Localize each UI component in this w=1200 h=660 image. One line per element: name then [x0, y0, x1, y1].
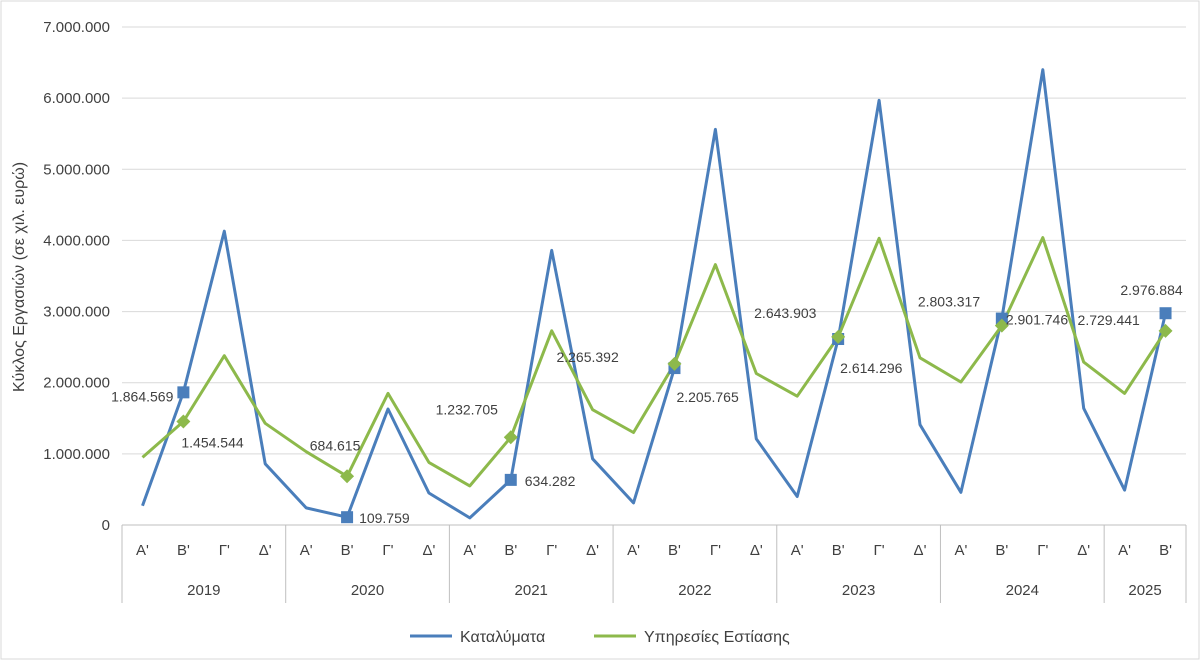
y-tick-label: 7.000.000: [43, 19, 110, 36]
year-label: 2025: [1128, 582, 1161, 599]
x-tick-label: Β': [832, 542, 845, 559]
year-label: 2022: [678, 582, 711, 599]
x-tick-label: Α': [954, 542, 967, 559]
x-tick-label: Β': [504, 542, 517, 559]
x-tick-label: Γ': [546, 542, 557, 559]
x-tick-label: Γ': [219, 542, 230, 559]
year-label: 2020: [351, 582, 384, 599]
x-tick-label: Δ': [259, 542, 272, 559]
x-tick-label: Γ': [1037, 542, 1048, 559]
data-label: 2.205.765: [676, 389, 738, 405]
y-axis-ticks: 0 1.000.000 2.000.000 3.000.000 4.000.000 5.0…: [43, 19, 110, 534]
x-tick-label: Δ': [1077, 542, 1090, 559]
y-tick-label: 6.000.000: [43, 90, 110, 107]
legend-label: Υπηρεσίες Εστίασης: [644, 629, 790, 646]
data-point-marker: [177, 386, 190, 399]
year-label: 2023: [842, 582, 875, 599]
series-lines: [141, 68, 1167, 520]
x-tick-label: Δ': [750, 542, 763, 559]
x-tick-label: Δ': [422, 542, 435, 559]
y-tick-label: 4.000.000: [43, 232, 110, 249]
year-label: 2021: [515, 582, 548, 599]
data-label: 634.282: [525, 473, 576, 489]
gridlines: [122, 26, 1186, 526]
data-label: 684.615: [310, 437, 361, 453]
x-tick-label: Β': [668, 542, 681, 559]
x-tick-label: Β': [995, 542, 1008, 559]
data-label: 2.265.392: [556, 349, 618, 365]
y-tick-label: 5.000.000: [43, 161, 110, 178]
data-label: 1.232.705: [436, 401, 498, 417]
data-point-marker: [994, 318, 1009, 333]
x-tick-label: Α': [1118, 542, 1131, 559]
x-tick-label: Α': [300, 542, 313, 559]
data-point-marker: [176, 414, 191, 429]
x-tick-label: Β': [341, 542, 354, 559]
data-label: 2.803.317: [918, 294, 980, 310]
data-label: 1.864.569: [111, 388, 173, 404]
data-point-marker: [1159, 307, 1172, 320]
x-tick-label: Δ': [914, 542, 927, 559]
year-label: 2024: [1006, 582, 1039, 599]
x-tick-label: Α': [136, 542, 149, 559]
data-point-marker: [340, 469, 355, 484]
data-point-marker: [504, 473, 517, 486]
data-point-marker: [503, 430, 518, 445]
y-tick-label: 2.000.000: [43, 375, 110, 392]
x-tick-label: Β': [177, 542, 190, 559]
legend: Καταλύματα Υπηρεσίες Εστίασης: [410, 629, 790, 646]
data-label: 1.454.544: [181, 435, 243, 451]
data-label: 2.729.441: [1078, 312, 1140, 328]
year-label: 2019: [187, 582, 220, 599]
data-label: 109.759: [359, 510, 410, 526]
data-point-marker: [995, 312, 1008, 325]
data-point-marker: [1158, 323, 1173, 338]
data-labels: 1.864.569 109.759 634.282 2.205.765 2.614.29…: [111, 282, 1183, 526]
y-tick-label: 0: [102, 517, 110, 534]
data-label: 2.643.903: [754, 305, 816, 321]
y-axis-title: Κύκλος Εργασιών (σε χιλ. ευρώ): [11, 162, 28, 392]
x-tick-label: Γ': [382, 542, 393, 559]
data-label: 2.976.884: [1120, 282, 1182, 298]
x-tick-label: Α': [627, 542, 640, 559]
x-tick-label: Γ': [710, 542, 721, 559]
data-point-marker: [341, 511, 354, 524]
series-markers: [176, 307, 1173, 524]
legend-label: Καταλύματα: [460, 629, 545, 646]
x-tick-label: Α': [791, 542, 804, 559]
y-tick-label: 3.000.000: [43, 304, 110, 321]
data-label: 2.614.296: [840, 360, 902, 376]
series-line: [141, 68, 1167, 520]
x-axis: Α' Β' Γ' Δ' 2019 Α' Β' Γ' Δ' 2020 Α' Β' Γ' Δ' 2021 Α' Β'…: [121, 524, 1187, 603]
series-line: [141, 236, 1167, 488]
data-label: 2.901.746: [1006, 312, 1068, 328]
data-point-marker: [667, 356, 682, 371]
y-tick-label: 1.000.000: [43, 446, 110, 463]
x-tick-label: Β': [1159, 542, 1172, 559]
data-point-marker: [831, 329, 846, 344]
x-tick-label: Γ': [874, 542, 885, 559]
x-tick-label: Α': [463, 542, 476, 559]
x-tick-label: Δ': [586, 542, 599, 559]
